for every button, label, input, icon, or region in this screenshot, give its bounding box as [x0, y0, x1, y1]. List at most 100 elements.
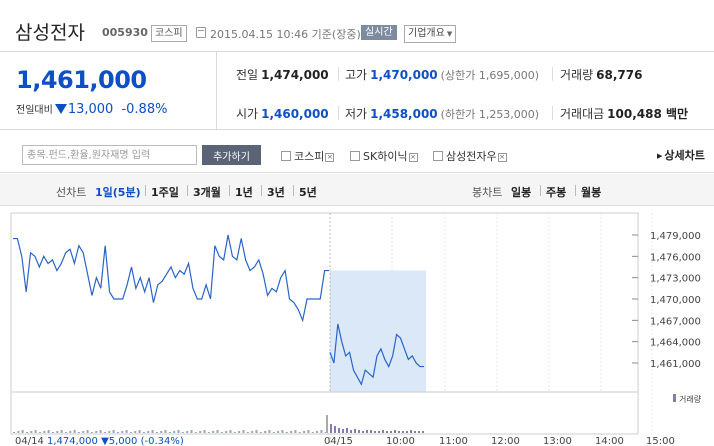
detail-chart-link[interactable]: ▶ 상세차트	[657, 149, 705, 162]
compare-skhynix[interactable]: SK하이닉 ×	[350, 148, 418, 164]
company-overview-dropdown[interactable]: 기업개요 ▼	[404, 25, 457, 43]
volume-bar	[168, 432, 171, 433]
tab-3months[interactable]: 3개월	[193, 186, 221, 199]
volume-bar	[362, 431, 364, 433]
close-icon[interactable]: ×	[325, 153, 335, 162]
price-chart-svg[interactable]: 1,479,000 1,476,000 1,473,000 1,470,000 1,46…	[0, 207, 714, 446]
checkbox[interactable]	[350, 151, 360, 161]
volume-bar	[382, 430, 384, 433]
close-icon[interactable]: ×	[408, 153, 418, 162]
volume-bar	[51, 432, 54, 433]
volume-bar	[281, 430, 284, 433]
volume-bar	[320, 430, 323, 433]
volume-bar	[56, 431, 59, 433]
volume-bar	[186, 431, 189, 433]
volume-bar	[342, 429, 344, 433]
tab-monthly[interactable]: 월봉	[581, 186, 602, 199]
volume-bar	[272, 432, 275, 433]
volume-bar	[30, 431, 33, 433]
volume-bar	[73, 430, 76, 433]
realtime-button[interactable]: 실시간	[361, 25, 397, 40]
checkbox[interactable]	[433, 151, 443, 161]
y-tick-label: 1,464,000	[650, 338, 701, 349]
tab-3years[interactable]: 3년	[267, 186, 285, 199]
volume-bar	[199, 431, 202, 433]
volume-bar	[164, 430, 167, 433]
volume-bar	[207, 432, 210, 433]
volume-bar	[378, 431, 380, 433]
plot-frame	[10, 212, 639, 393]
volume-bar	[233, 432, 236, 433]
stock-name: 삼성전자	[15, 22, 85, 44]
down-arrow-icon	[54, 104, 67, 114]
volume-bar	[142, 432, 145, 433]
tab-1day[interactable]: 1일(5분)	[95, 186, 141, 199]
divider	[552, 106, 553, 120]
stat-open: 시가 1,460,000	[236, 107, 329, 121]
x-tick-label: 04/15	[324, 436, 353, 446]
today-shade	[330, 270, 426, 392]
volume-bar	[138, 430, 141, 433]
compare-kospi[interactable]: 코스피 ×	[281, 148, 335, 164]
tab-1year[interactable]: 1년	[235, 186, 253, 199]
stat-prev-close: 전일 1,474,000	[236, 68, 329, 82]
volume-bar	[60, 430, 63, 433]
volume-bar	[147, 431, 150, 433]
price-chart[interactable]: 1,479,000 1,476,000 1,473,000 1,470,000 1,46…	[0, 207, 714, 446]
volume-bar	[406, 431, 408, 433]
tab-daily[interactable]: 일봉	[511, 186, 532, 199]
volume-bar	[25, 432, 28, 433]
search-input[interactable]	[22, 145, 197, 165]
y-tick-label: 1,473,000	[650, 274, 701, 285]
current-price: 1,461,000	[16, 66, 147, 94]
x-tick-label: 15:00	[646, 436, 675, 446]
volume-bar	[307, 430, 310, 433]
volume-bar	[354, 429, 356, 433]
compare-samsung-pref[interactable]: 삼성전자우 ×	[433, 148, 507, 164]
quote-stats: 전일 1,474,000 고가 1,470,000 (상한가 1,695,000) 거…	[217, 52, 714, 130]
tab-5years[interactable]: 5년	[299, 186, 317, 199]
stat-low: 저가 1,458,000 (하한가 1,253,000)	[345, 107, 540, 121]
divider	[540, 185, 541, 196]
volume-bar	[303, 431, 306, 433]
volume-label: 거래량	[679, 394, 702, 404]
divider	[229, 185, 230, 196]
volume-bar	[418, 431, 420, 433]
compare-toolbar: 추가하기 코스피× SK하이닉× 삼성전자우× ▶상세차트	[0, 131, 714, 173]
volume-bar	[238, 431, 241, 433]
volume-bar	[414, 431, 416, 433]
change-label: 전일대비	[16, 105, 53, 116]
volume-bar	[64, 432, 67, 433]
divider	[552, 67, 553, 81]
tab-weekly[interactable]: 주봉	[546, 186, 567, 199]
volume-bar	[277, 431, 280, 433]
volume-bar	[229, 430, 232, 433]
company-overview-label: 기업개요	[408, 28, 445, 39]
volume-bar	[43, 431, 46, 433]
calendar-icon	[196, 27, 206, 38]
volume-bar	[99, 430, 102, 433]
price-line-today	[329, 323, 424, 386]
divider	[187, 185, 188, 196]
volume-bar	[13, 432, 15, 433]
divider	[145, 185, 146, 196]
footer-quote: 04/14 1,474,000 ▼5,000 (-0.34%)	[15, 436, 184, 446]
stat-trade-amount: 거래대금 100,488 백만	[560, 107, 689, 121]
volume-bar	[181, 432, 184, 433]
close-icon[interactable]: ×	[497, 153, 507, 162]
x-tick-label: 12:00	[491, 436, 520, 446]
market-badge: 코스피	[151, 25, 187, 42]
checkbox[interactable]	[281, 151, 291, 161]
volume-bar	[121, 431, 124, 433]
add-button[interactable]: 추가하기	[202, 145, 261, 165]
tab-1week[interactable]: 1주일	[151, 186, 179, 199]
volume-bar	[338, 428, 340, 433]
volume-bar	[386, 431, 388, 433]
volume-bar	[212, 431, 215, 433]
volume-bar	[134, 431, 137, 433]
volume-bar	[316, 431, 319, 433]
volume-bar	[402, 431, 404, 433]
stock-header: 삼성전자 005930 코스피 2015.04.15 10:46 기준(장중) …	[0, 0, 714, 52]
volume-bar	[47, 430, 50, 433]
chevron-down-icon: ▼	[446, 30, 453, 38]
